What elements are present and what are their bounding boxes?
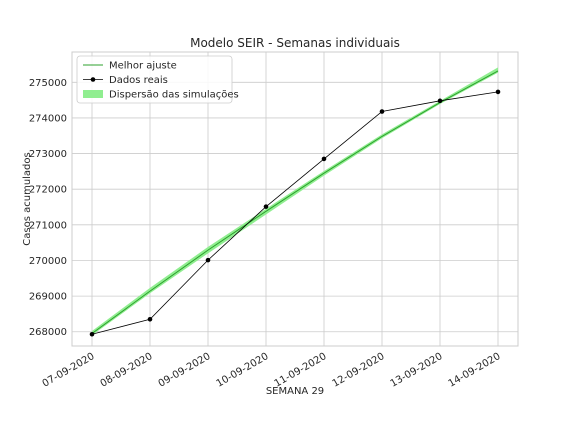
simulation-spread-band (92, 67, 498, 336)
y-tick-label: 273000 (29, 149, 67, 160)
y-tick-label: 270000 (29, 256, 67, 267)
real-data-point (89, 331, 95, 337)
real-data-point (263, 204, 269, 209)
real-data-point (147, 316, 153, 322)
y-tick-label: 269000 (29, 292, 67, 303)
y-tick-label: 268000 (29, 327, 67, 338)
real-data-point (321, 156, 327, 162)
legend-label: Melhor ajuste (109, 61, 177, 72)
chart-title: Modelo SEIR - Semanas individuais (190, 36, 400, 50)
best-fit-line (91, 70, 499, 334)
y-axis-label: Casos acumulados (22, 152, 33, 245)
real-data-point (205, 257, 211, 263)
y-tick-label: 271000 (29, 220, 67, 231)
real-data-point (379, 109, 385, 114)
y-tick-label: 272000 (29, 185, 67, 196)
x-axis-label: SEMANA 29 (266, 386, 324, 397)
legend-band-handle (83, 90, 103, 98)
legend-real-data-marker (90, 77, 96, 82)
legend-label: Dados reais (109, 75, 168, 86)
series-lines (91, 70, 499, 335)
real-data-point (495, 89, 501, 95)
legend-label: Dispersão das simulações (109, 90, 239, 101)
data-markers (89, 89, 501, 337)
real-data-point (437, 98, 443, 104)
y-tick-label: 274000 (29, 113, 67, 124)
plot-frame (71, 51, 519, 347)
y-tick-label: 275000 (29, 78, 67, 89)
legend: Melhor ajuste Dados reais Dispersão das si… (76, 55, 239, 104)
y-tick-labels: 268000 269000 270000 271000 272000 273000 2740… (29, 78, 67, 338)
legend-box (76, 55, 233, 104)
grid (72, 52, 518, 346)
real-data-line (91, 91, 499, 335)
simulation-band (92, 67, 498, 336)
